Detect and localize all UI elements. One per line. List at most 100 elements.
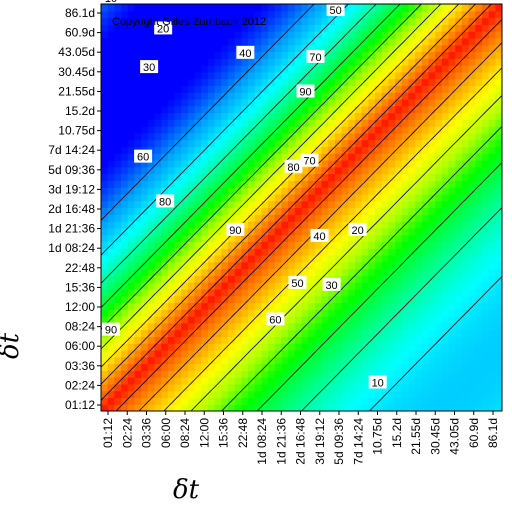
heatmap-cell (214, 329, 222, 337)
heatmap-cell (381, 112, 389, 120)
heatmap-cell (234, 78, 242, 86)
heatmap-cell (134, 248, 142, 256)
heatmap-cell (121, 51, 129, 59)
heatmap-cell (455, 221, 463, 229)
heatmap-cell (448, 221, 456, 229)
heatmap-cell (288, 65, 296, 73)
heatmap-cell (241, 207, 249, 215)
heatmap-cell (214, 24, 222, 32)
heatmap-cell (181, 227, 189, 236)
heatmap-cell (381, 78, 389, 86)
heatmap-cell (488, 58, 496, 66)
heatmap-cell (468, 126, 476, 134)
heatmap-cell (488, 356, 496, 365)
heatmap-cell (248, 322, 256, 331)
heatmap-cell (274, 343, 283, 351)
heatmap-cell (181, 309, 189, 317)
heatmap-cell (201, 78, 209, 86)
heatmap-cell (161, 397, 169, 405)
heatmap-cell (154, 214, 162, 222)
heatmap-cell (248, 288, 256, 297)
heatmap-cell (121, 322, 129, 331)
heatmap-cell (134, 112, 142, 120)
heatmap-cell (294, 370, 303, 378)
heatmap-cell (154, 173, 162, 181)
heatmap-cell (207, 363, 216, 371)
heatmap-cell (428, 316, 436, 324)
heatmap-cell (301, 336, 309, 344)
heatmap-cell (254, 343, 262, 351)
heatmap-cell (254, 126, 262, 134)
heatmap-cell (495, 309, 502, 317)
heatmap-cell (227, 275, 236, 283)
heatmap-cell (328, 390, 336, 399)
heatmap-cell (421, 119, 430, 127)
y-tick-label: 5d 09:36 (48, 163, 95, 177)
heatmap-cell (395, 173, 403, 181)
heatmap-cell (428, 397, 436, 405)
heatmap-cell (301, 383, 309, 392)
heatmap-cell (107, 17, 115, 25)
heatmap-cell (227, 377, 236, 385)
heatmap-cell (488, 370, 496, 378)
heatmap-cell (194, 126, 202, 134)
heatmap-cell (321, 288, 329, 297)
heatmap-cell (288, 51, 296, 59)
heatmap-cell (254, 248, 262, 256)
heatmap-cell (181, 92, 189, 100)
heatmap-cell (101, 390, 109, 399)
heatmap-cell (428, 370, 436, 378)
heatmap-cell (301, 377, 309, 385)
heatmap-cell (234, 173, 242, 181)
heatmap-cell (261, 44, 269, 53)
heatmap-cell (174, 370, 182, 378)
heatmap-cell (134, 363, 142, 371)
heatmap-cell (268, 166, 276, 175)
heatmap-cell (314, 356, 323, 365)
heatmap-cell (388, 44, 396, 53)
contour-label-bg (266, 312, 285, 326)
heatmap-cell (241, 65, 249, 73)
heatmap-cell (314, 92, 323, 100)
heatmap-cell (261, 227, 269, 236)
heatmap-cell (181, 126, 189, 134)
heatmap-cell (234, 180, 242, 188)
heatmap-cell (187, 200, 196, 209)
heatmap-cell (368, 65, 376, 73)
heatmap-cell (461, 329, 470, 337)
heatmap-cell (475, 248, 483, 256)
heatmap-cell (495, 17, 502, 25)
heatmap-cell (488, 139, 496, 148)
heatmap-cell (221, 207, 229, 215)
heatmap-cell (415, 24, 423, 32)
heatmap-cell (141, 275, 149, 283)
heatmap-cell (214, 31, 222, 39)
heatmap-cell (147, 193, 156, 202)
heatmap-cell (368, 227, 376, 236)
heatmap-cell (241, 85, 249, 93)
heatmap-cell (294, 234, 303, 243)
heatmap-cell (421, 65, 430, 73)
heatmap-cell (248, 261, 256, 270)
heatmap-cell (288, 85, 296, 93)
heatmap-cell (167, 268, 176, 276)
heatmap-cell (388, 160, 396, 168)
heatmap-cell (121, 98, 129, 107)
heatmap-cell (455, 173, 463, 181)
heatmap-cell (475, 316, 483, 324)
heatmap-cell (381, 173, 389, 181)
heatmap-cell (395, 146, 403, 154)
heatmap-cell (254, 17, 262, 25)
heatmap-cell (475, 4, 483, 12)
heatmap-cell (421, 288, 430, 297)
heatmap-cell (261, 126, 269, 134)
heatmap-cell (187, 221, 196, 229)
heatmap-cell (161, 248, 169, 256)
heatmap-cell (121, 160, 129, 168)
heatmap-cell (488, 166, 496, 175)
heatmap-cell (201, 119, 209, 127)
heatmap-cell (221, 51, 229, 59)
heatmap-cell (408, 132, 416, 141)
heatmap-cell (194, 254, 202, 263)
heatmap-cell (234, 200, 242, 209)
